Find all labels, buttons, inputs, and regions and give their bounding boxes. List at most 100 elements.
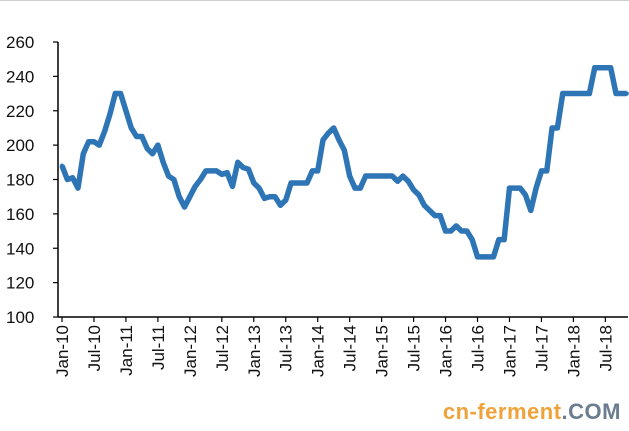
- y-tick-label: 140: [6, 239, 34, 258]
- data-point: [411, 187, 416, 193]
- x-tick-label: Jan-18: [564, 325, 583, 377]
- data-point: [501, 237, 507, 242]
- data-point: [208, 168, 214, 174]
- data-point: [240, 165, 246, 170]
- data-point: [107, 111, 113, 117]
- data-point: [507, 185, 512, 191]
- data-point: [65, 177, 70, 182]
- data-point: [299, 180, 304, 186]
- data-point: [123, 108, 129, 113]
- data-point: [118, 91, 123, 96]
- data-point: [533, 185, 539, 191]
- data-point: [182, 204, 187, 210]
- data-point: [358, 185, 363, 191]
- data-point: [294, 180, 299, 186]
- data-point: [134, 134, 139, 139]
- data-point: [379, 173, 384, 179]
- data-point: [97, 142, 102, 148]
- data-point: [230, 184, 235, 189]
- y-tick-label: 120: [6, 274, 34, 293]
- data-point: [155, 142, 161, 148]
- data-point: [113, 91, 118, 96]
- data-point: [619, 91, 624, 96]
- data-point: [571, 91, 576, 96]
- data-point: [555, 125, 560, 131]
- data-point: [224, 170, 230, 175]
- data-point: [395, 179, 400, 184]
- data-point: [81, 151, 86, 156]
- data-point: [347, 173, 352, 179]
- data-point: [416, 192, 422, 198]
- y-tick-labels: 100 120 140 160 180 200 220 240 260: [6, 33, 34, 327]
- data-point: [422, 203, 427, 208]
- data-point: [576, 91, 581, 96]
- x-tick-label: Jan-16: [437, 325, 456, 377]
- data-point: [219, 172, 225, 177]
- series-layer: [59, 65, 627, 260]
- x-tick-label: Jan-13: [245, 325, 264, 377]
- data-point: [251, 180, 256, 186]
- data-point: [187, 194, 193, 199]
- x-tick-label: Jul-15: [405, 325, 424, 371]
- data-point: [70, 175, 75, 180]
- data-point: [161, 160, 166, 165]
- data-point: [304, 180, 310, 186]
- data-point: [608, 65, 613, 70]
- data-point: [565, 91, 571, 96]
- x-tick-label: Jul-10: [85, 325, 104, 371]
- data-point: [459, 228, 464, 234]
- data-point: [235, 160, 240, 165]
- data-point: [485, 254, 491, 260]
- data-point: [464, 228, 470, 234]
- data-point: [613, 91, 619, 96]
- data-point: [91, 139, 97, 144]
- x-tick-label: Jan-10: [53, 325, 72, 377]
- data-point: [384, 173, 390, 179]
- data-points: [59, 65, 629, 260]
- data-point: [491, 254, 496, 260]
- data-point: [336, 137, 342, 143]
- data-point: [177, 194, 182, 199]
- data-point: [539, 168, 544, 174]
- data-point: [581, 91, 587, 96]
- data-point: [214, 168, 219, 174]
- watermark-text-main: cn-ferment: [442, 399, 562, 424]
- data-point: [326, 130, 331, 136]
- data-point: [288, 180, 294, 186]
- x-tick-label: Jan-11: [117, 325, 136, 376]
- data-point: [368, 173, 374, 179]
- data-point: [587, 91, 592, 96]
- data-point: [549, 125, 555, 131]
- data-point: [406, 179, 411, 184]
- data-point: [203, 168, 209, 174]
- data-point: [448, 228, 454, 234]
- data-point: [310, 168, 315, 174]
- data-point: [246, 166, 251, 172]
- chart-axes: [53, 41, 628, 322]
- data-point: [480, 254, 486, 260]
- data-point: [171, 177, 177, 182]
- data-point: [523, 192, 528, 198]
- data-point: [363, 173, 368, 179]
- y-tick-label: 240: [6, 67, 34, 86]
- data-point: [342, 148, 347, 153]
- x-tick-label: Jul-18: [596, 325, 615, 371]
- data-point: [603, 65, 608, 70]
- data-point: [315, 168, 320, 174]
- data-point: [102, 129, 107, 134]
- x-tick-label: Jan-15: [373, 325, 392, 377]
- data-point: [86, 139, 91, 144]
- y-tick-label: 160: [6, 205, 34, 224]
- data-point: [278, 203, 283, 208]
- x-tick-label: Jul-12: [213, 325, 232, 371]
- data-point: [129, 125, 134, 131]
- data-point: [331, 125, 336, 131]
- data-point: [597, 65, 603, 70]
- data-point: [198, 177, 203, 182]
- x-tick-label: Jan-12: [181, 325, 200, 377]
- data-point: [469, 237, 475, 242]
- x-tick-label: Jul-11: [149, 325, 168, 370]
- y-tick-label: 100: [6, 308, 34, 327]
- data-point: [560, 91, 565, 96]
- x-tick-label: Jan-14: [309, 325, 328, 377]
